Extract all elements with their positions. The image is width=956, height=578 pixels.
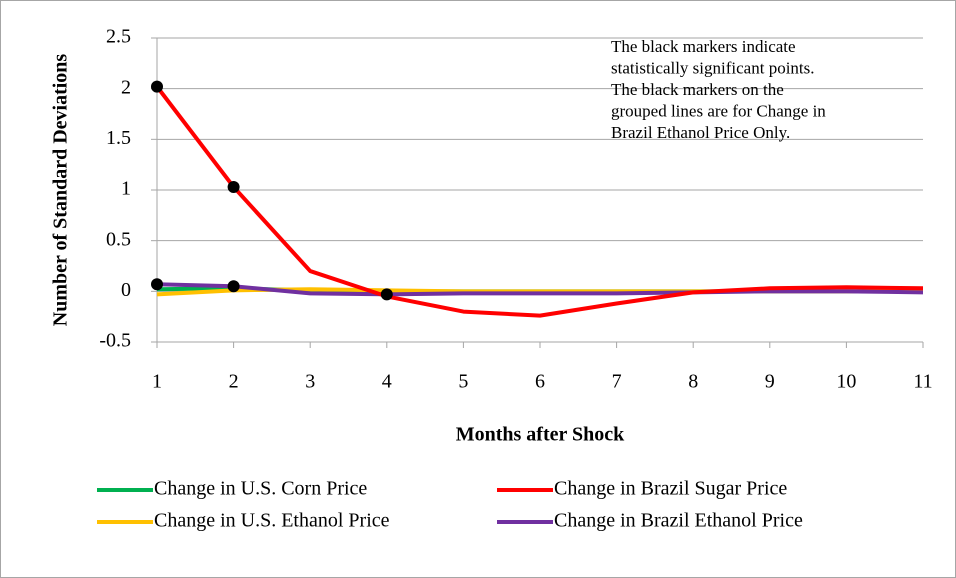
y-tick-label: -0.5 [99,330,131,352]
y-tick-label: 0.5 [106,228,131,250]
annotation: Brazil Ethanol Price Only. [611,123,790,142]
x-tick-label: 1 [152,371,162,393]
x-tick-label: 8 [688,371,698,393]
significance-marker [227,180,240,193]
x-tick-label: 9 [765,371,775,393]
y-axis-title: Number of Standard Deviations [50,54,72,327]
series-line [155,85,924,318]
x-axis-title: Months after Shock [456,424,625,446]
annotation: The black markers indicate [611,37,796,56]
y-tick-label: 0 [121,279,131,301]
x-tick-label: 2 [229,371,239,393]
x-tick-label: 10 [836,371,856,393]
y-tick-label: 1 [121,178,131,200]
legend-label: Change in U.S. Corn Price [154,478,367,500]
y-tick-label: 1.5 [106,127,131,149]
legend-label: Change in U.S. Ethanol Price [154,510,390,532]
x-tick-label: 3 [305,371,315,393]
x-tick-label: 7 [612,371,622,393]
annotation: statistically significant points. [611,58,815,77]
y-tick-label: 2.5 [106,26,131,48]
significance-marker [151,80,163,93]
series-line [156,282,924,297]
x-tick-label: 6 [535,371,545,393]
x-tick-label: 5 [458,371,468,393]
annotation: grouped lines are for Change in [611,101,826,120]
significance-marker [151,278,163,291]
x-tick-label: 11 [913,371,932,393]
significance-marker [380,288,393,301]
significance-marker [227,280,240,293]
annotation: The black markers on the [611,80,784,99]
y-tick-label: 2 [121,76,131,98]
legend-label: Change in Brazil Ethanol Price [554,510,803,532]
legend-label: Change in Brazil Sugar Price [554,478,787,500]
x-tick-label: 4 [382,371,392,393]
